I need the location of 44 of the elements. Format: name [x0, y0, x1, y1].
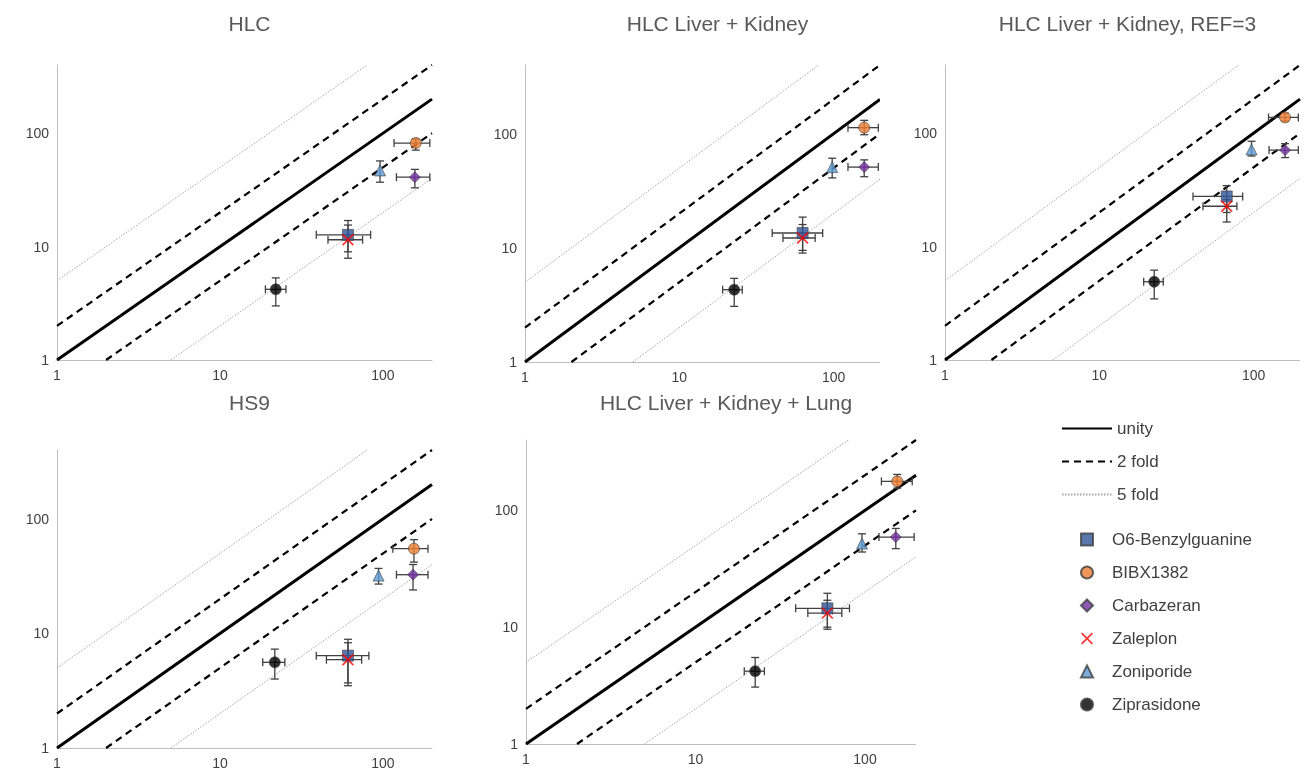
y-tick-label: 100 [493, 125, 518, 142]
chart-title: HLC [228, 12, 271, 35]
legend-label: Ziprasidone [1112, 695, 1201, 714]
y-tick-label: 1 [509, 354, 518, 370]
x-tick-label: 100 [371, 367, 395, 383]
x-tick-label: 10 [687, 751, 704, 767]
legend-label: Zoniporide [1112, 662, 1193, 681]
chart-title: HLC Liver + Kidney, REF=3 [998, 12, 1257, 35]
x-tick-label: 100 [821, 369, 846, 385]
y-tick-label: 10 [921, 238, 938, 255]
legend-label: unity [1117, 419, 1154, 438]
legend-label: Carbazeran [1112, 596, 1201, 615]
y-tick-label: 10 [33, 625, 50, 642]
legend-label: 2 fold [1117, 452, 1159, 471]
y-tick-label: 10 [502, 619, 519, 636]
x-tick-label: 1 [521, 369, 530, 385]
x-tick-label: 10 [212, 755, 228, 771]
x-tick-label: 1 [53, 367, 62, 383]
y-tick-label: 100 [913, 125, 938, 142]
legend-label: Zaleplon [1112, 629, 1178, 648]
x-tick-label: 10 [1091, 367, 1108, 383]
y-tick-label: 1 [510, 736, 519, 752]
x-tick-label: 100 [1241, 367, 1266, 383]
x-tick-label: 10 [212, 367, 228, 383]
chart-title: HLC Liver + Kidney [626, 12, 809, 35]
x-tick-label: 10 [671, 369, 688, 385]
y-tick-label: 1 [41, 352, 50, 368]
y-tick-label: 100 [494, 502, 519, 519]
x-tick-label: 100 [371, 755, 395, 771]
y-tick-label: 1 [929, 352, 938, 368]
chart-title: HS9 [229, 391, 270, 414]
legend-label: BIBX1382 [1112, 563, 1189, 582]
x-tick-label: 1 [941, 367, 950, 383]
x-tick-label: 100 [853, 751, 877, 767]
y-tick-label: 10 [501, 239, 518, 256]
x-tick-label: 1 [53, 755, 62, 771]
legend-label: O6-Benzylguanine [1112, 530, 1252, 549]
y-tick-label: 100 [25, 510, 50, 527]
chart-title: HLC Liver + Kidney + Lung [599, 391, 853, 414]
x-tick-label: 1 [522, 751, 531, 767]
y-tick-label: 10 [33, 238, 50, 255]
legend-label: 5 fold [1117, 485, 1159, 504]
y-tick-label: 1 [41, 740, 50, 756]
y-tick-label: 100 [25, 125, 50, 142]
